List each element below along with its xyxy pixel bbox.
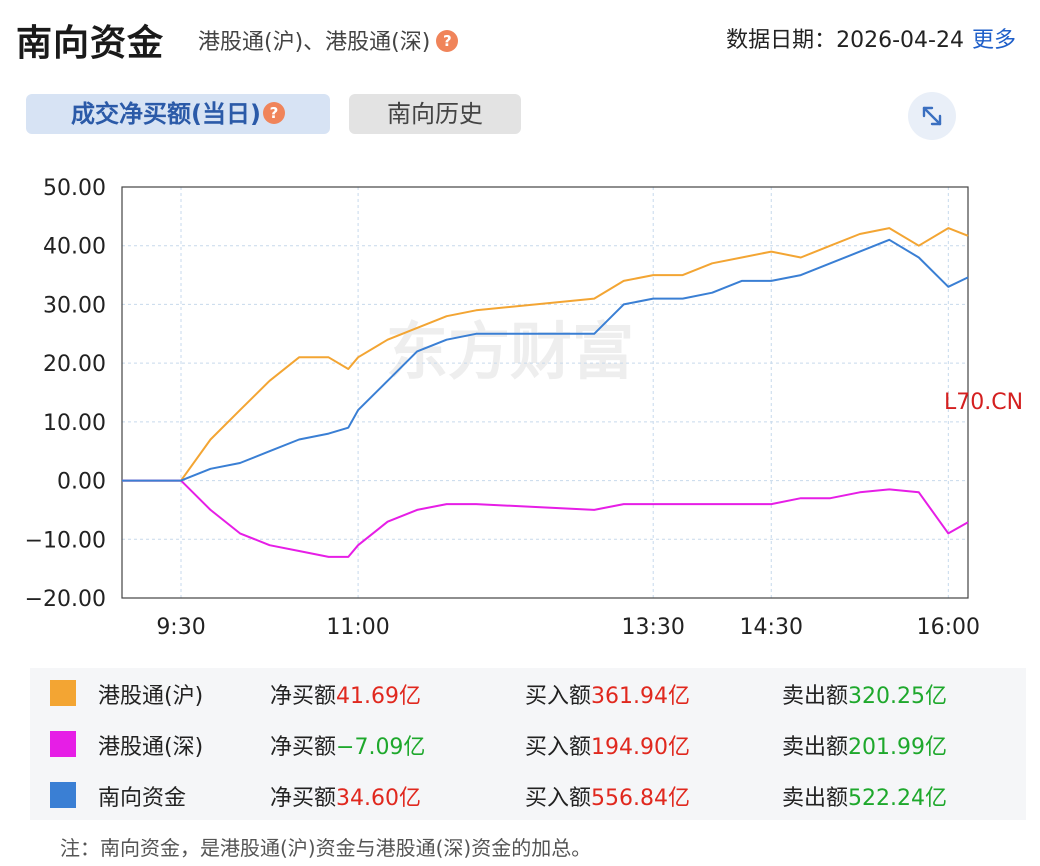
buy-amount: 买入额556.84亿 xyxy=(525,786,690,811)
legend-name: 港股通(深) xyxy=(98,735,204,760)
x-tick-label: 9:30 xyxy=(156,615,205,640)
buy-amount: 买入额194.90亿 xyxy=(525,735,690,760)
legend-row-sz: 港股通(深) 净买额−7.09亿 买入额194.90亿 卖出额201.99亿 xyxy=(30,719,1026,769)
watermark: 东方财富 xyxy=(386,315,634,388)
y-tick-label: 30.00 xyxy=(43,293,106,318)
legend-name: 南向资金 xyxy=(98,786,187,811)
expand-arrows-icon[interactable] xyxy=(908,92,956,140)
data-date-label: 数据日期：2026-04-24 xyxy=(726,28,964,53)
page-subtitle: 港股通(沪)、港股通(深)? xyxy=(198,24,459,56)
help-icon[interactable]: ? xyxy=(436,30,459,52)
net-buy: 净买额−7.09亿 xyxy=(270,735,426,760)
tab-net-buy-label: 成交净买额(当日) xyxy=(71,100,261,128)
plot-frame xyxy=(121,186,969,599)
legend-swatch-sz xyxy=(50,731,76,757)
subtitle-text: 港股通(沪)、港股通(深) xyxy=(198,30,431,55)
y-tick-label: 50.00 xyxy=(43,176,106,201)
y-tick-label: 20.00 xyxy=(43,352,106,377)
buy-amount: 买入额361.94亿 xyxy=(525,684,690,709)
x-tick-label: 14:30 xyxy=(740,615,803,640)
net-buy: 净买额41.69亿 xyxy=(270,684,421,709)
tab-southbound-history[interactable]: 南向历史 xyxy=(349,94,521,134)
y-tick-label: −10.00 xyxy=(25,528,106,553)
tab-net-buy-today[interactable]: 成交净买额(当日)? xyxy=(26,94,330,134)
y-tick-label: 10.00 xyxy=(43,411,106,436)
legend-swatch-total xyxy=(50,782,76,808)
y-tick-label: −20.00 xyxy=(25,587,106,612)
footnote: 注：南向资金，是港股通(沪)资金与港股通(深)资金的加总。 xyxy=(60,836,592,860)
sell-amount: 卖出额201.99亿 xyxy=(782,735,947,760)
series-line-2 xyxy=(122,238,969,482)
page-title: 南向资金 xyxy=(16,23,165,64)
help-icon[interactable]: ? xyxy=(262,102,285,124)
x-tick-label: 11:00 xyxy=(326,615,389,640)
series-line-1 xyxy=(122,479,969,558)
net-buy: 净买额34.60亿 xyxy=(270,786,421,811)
sell-amount: 卖出额522.24亿 xyxy=(782,786,947,811)
series-line-0 xyxy=(122,227,969,482)
more-link[interactable]: 更多 xyxy=(971,28,1016,53)
side-label: L70.CN xyxy=(944,390,1024,415)
legend-name: 港股通(沪) xyxy=(98,684,204,709)
x-tick-label: 13:30 xyxy=(622,615,685,640)
legend-table: 港股通(沪) 净买额41.69亿 买入额361.94亿 卖出额320.25亿 港… xyxy=(30,668,1026,820)
x-tick-label: 16:00 xyxy=(917,615,980,640)
legend-swatch-sh xyxy=(50,680,76,706)
y-tick-label: 40.00 xyxy=(43,235,106,260)
legend-row-total: 南向资金 净买额34.60亿 买入额556.84亿 卖出额522.24亿 xyxy=(30,770,1026,820)
y-tick-label: 0.00 xyxy=(57,470,106,495)
legend-row-sh: 港股通(沪) 净买额41.69亿 买入额361.94亿 卖出额320.25亿 xyxy=(30,668,1026,718)
sell-amount: 卖出额320.25亿 xyxy=(782,684,947,709)
data-date: 数据日期：2026-04-24 更多 xyxy=(726,22,1016,54)
net-buy-line-chart: 东方财富 50.00 40.00 30.00 20.00 10.00 0.00 −10.00… xyxy=(25,176,980,640)
